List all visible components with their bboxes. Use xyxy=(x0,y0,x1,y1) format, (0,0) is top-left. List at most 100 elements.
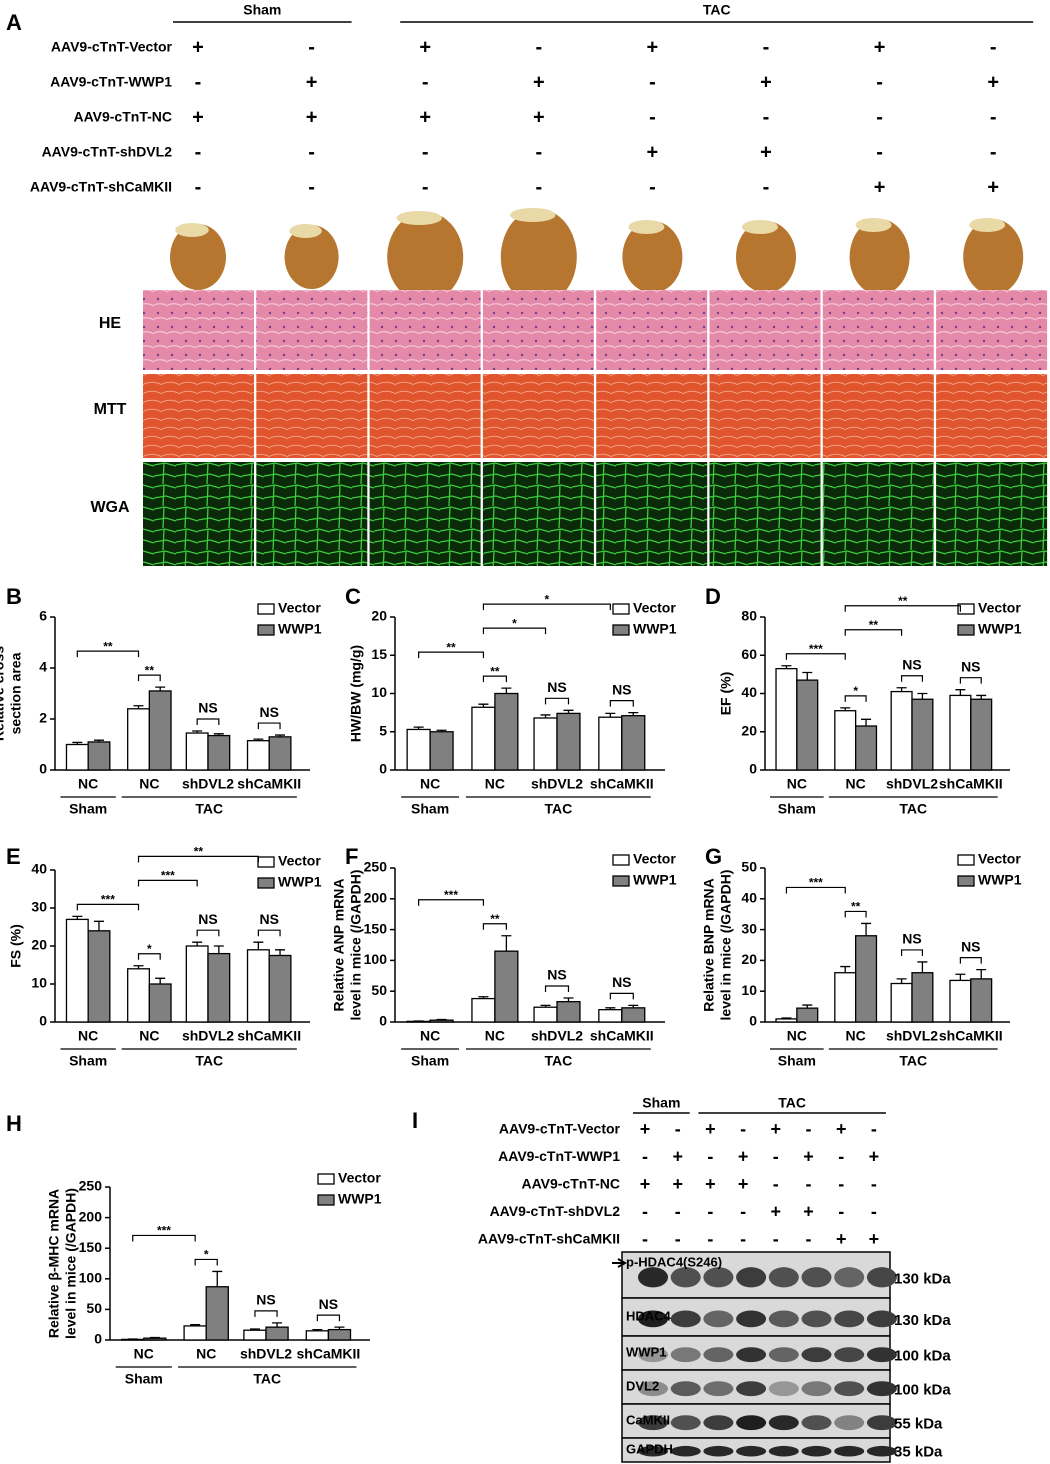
error-bar xyxy=(212,1270,223,1287)
bar xyxy=(890,982,913,1023)
error-bar xyxy=(275,949,286,956)
sign: - xyxy=(773,1146,779,1166)
sign: - xyxy=(773,1229,779,1249)
sign: + xyxy=(672,1146,683,1166)
bar xyxy=(243,1329,267,1341)
significance-bracket xyxy=(844,629,903,636)
bar xyxy=(621,715,646,771)
blot-label: GAPDH xyxy=(626,1441,673,1456)
error-bar xyxy=(840,965,851,973)
bar xyxy=(246,949,270,1023)
sign: - xyxy=(308,36,315,58)
heart-image xyxy=(963,219,1024,295)
y-tick-label: 30 xyxy=(741,920,757,936)
sign: - xyxy=(422,176,429,198)
blot-band xyxy=(866,1381,897,1397)
y-axis-title: level in mice (/GAPDH) xyxy=(718,870,734,1021)
significance-label: ** xyxy=(103,639,113,653)
sign: - xyxy=(195,71,202,93)
row-label: AAV9-cTnT-shCaMKII xyxy=(30,179,172,195)
x-tick-label: NC xyxy=(196,1346,216,1362)
bar xyxy=(494,692,519,771)
significance-bracket xyxy=(418,651,485,659)
significance-bracket xyxy=(959,957,982,964)
blot-band xyxy=(768,1310,799,1328)
error-bar xyxy=(249,1328,260,1331)
blot-band xyxy=(834,1347,865,1363)
panel-letter: E xyxy=(6,844,21,869)
histology-image xyxy=(482,290,594,370)
size-label: 130 kDa xyxy=(894,1312,951,1329)
legend-swatch xyxy=(612,603,630,615)
error-bar xyxy=(253,941,264,950)
x-tick-label: NC xyxy=(78,776,98,792)
x-tick-label: shCaMKII xyxy=(237,776,301,792)
sign: + xyxy=(705,1174,716,1194)
heart-image xyxy=(622,221,683,293)
bar xyxy=(796,1007,819,1023)
blot-band xyxy=(670,1381,701,1397)
error-bar xyxy=(155,686,166,691)
bar xyxy=(598,716,623,771)
heart-highlight xyxy=(855,218,892,232)
significance-bracket xyxy=(482,627,547,635)
y-axis-title: level in mice (/GAPDH) xyxy=(348,870,364,1021)
error-bar xyxy=(840,707,851,711)
significance-bracket xyxy=(76,903,140,911)
bar xyxy=(183,1325,207,1341)
bar xyxy=(246,740,270,771)
y-tick-label: 20 xyxy=(31,937,47,953)
blot-band xyxy=(736,1310,767,1328)
bar xyxy=(494,950,519,1023)
x-tick-label: shDVL2 xyxy=(886,1028,938,1044)
y-tick-label: 40 xyxy=(741,890,757,906)
x-tick-label: shCaMKII xyxy=(237,1028,301,1044)
error-bar xyxy=(93,920,104,931)
significance-label: ** xyxy=(490,664,500,678)
bar xyxy=(471,997,496,1023)
size-label: 100 kDa xyxy=(894,1381,951,1398)
blot-band xyxy=(834,1267,865,1288)
sign: + xyxy=(533,106,545,128)
y-tick-label: 6 xyxy=(39,608,47,624)
sign: - xyxy=(806,1229,812,1249)
histology-image xyxy=(256,374,368,458)
sign: + xyxy=(419,36,431,58)
error-bar xyxy=(478,703,489,708)
blot-band xyxy=(736,1415,767,1431)
error-bar xyxy=(312,1328,323,1331)
bar xyxy=(148,983,172,1023)
sign: + xyxy=(836,1119,847,1139)
x-tick-label: shDVL2 xyxy=(531,776,583,792)
histology-image xyxy=(822,290,934,370)
error-bar xyxy=(253,738,264,741)
error-bar xyxy=(540,1004,551,1008)
significance-label: ** xyxy=(851,900,861,914)
y-tick-label: 0 xyxy=(39,1013,47,1029)
y-tick-label: 20 xyxy=(741,951,757,967)
error-bar xyxy=(802,671,813,681)
legend-label: WWP1 xyxy=(338,1191,382,1207)
bar xyxy=(855,725,878,771)
legend-swatch xyxy=(957,624,975,636)
bar xyxy=(429,1019,454,1023)
bar xyxy=(127,708,151,771)
bar xyxy=(471,706,496,771)
legend-swatch xyxy=(257,877,275,889)
error-bar xyxy=(149,1336,160,1339)
x-tick-label: shCaMKII xyxy=(939,1028,1003,1044)
sign: + xyxy=(771,1201,782,1221)
x-tick-label: shDVL2 xyxy=(240,1346,292,1362)
histology-image xyxy=(709,374,821,458)
y-tick-label: 15 xyxy=(371,646,387,662)
sign: - xyxy=(535,176,542,198)
heart-image xyxy=(849,219,910,295)
significance-label: NS xyxy=(319,1296,338,1312)
significance-label: * xyxy=(512,616,517,630)
y-axis-title: HW/BW (mg/g) xyxy=(348,645,364,742)
blot-band xyxy=(768,1445,799,1457)
bar xyxy=(268,736,292,771)
significance-bracket xyxy=(132,1234,196,1242)
significance-label: *** xyxy=(157,1224,171,1238)
bar xyxy=(911,972,934,1023)
